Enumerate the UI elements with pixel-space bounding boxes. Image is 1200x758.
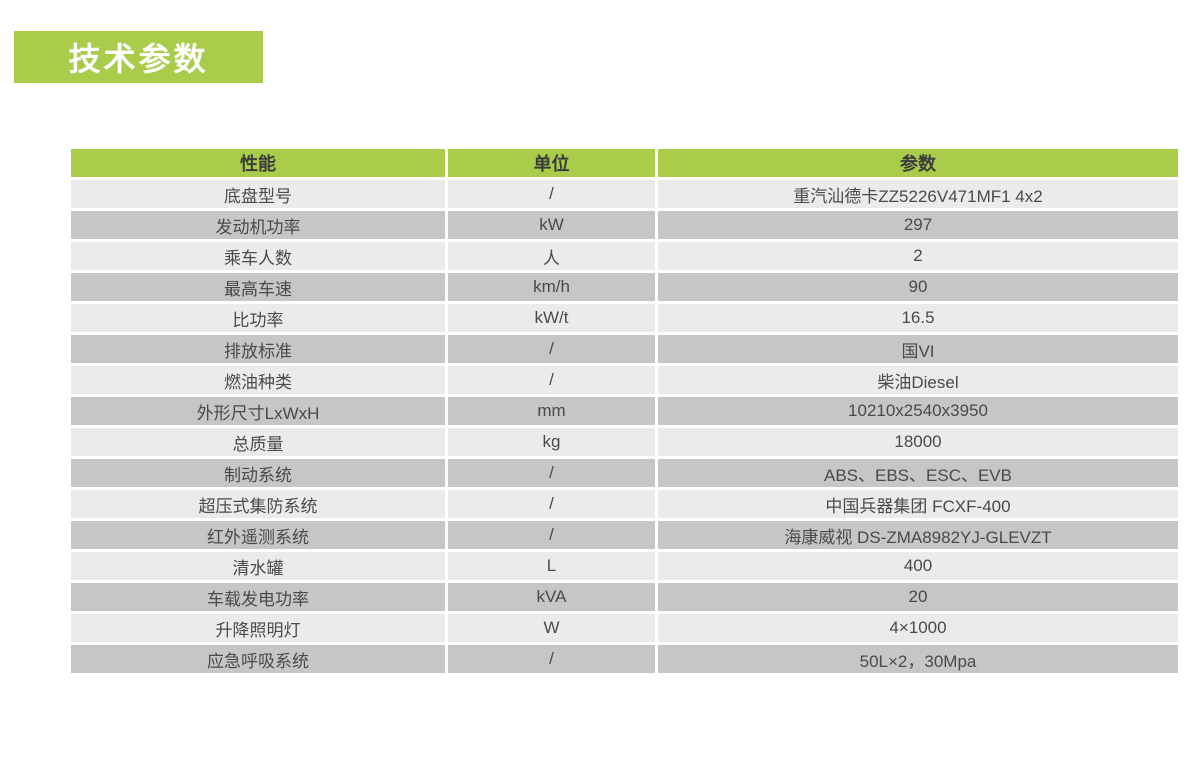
property-cell: 比功率	[68, 301, 448, 335]
table-row: 燃油种类 / 柴油Diesel	[68, 363, 1181, 397]
table-row: 红外遥测系统 / 海康威视 DS-ZMA8982YJ-GLEVZT	[68, 518, 1181, 552]
unit-cell: km/h	[445, 270, 658, 304]
header-cell-unit: 单位	[445, 146, 658, 180]
table-row: 发动机功率 kW 297	[68, 208, 1181, 242]
unit-cell: /	[445, 177, 658, 211]
title-banner: 技术参数	[14, 31, 263, 83]
spec-table: 性能 单位 参数 底盘型号 / 重汽汕德卡ZZ5226V471MF1 4x2 发动机功…	[68, 146, 1181, 676]
table-row: 清水罐 L 400	[68, 549, 1181, 583]
page-title: 技术参数	[68, 41, 209, 77]
table-row: 乘车人数人 2	[68, 239, 1181, 273]
property-cell: 清水罐	[68, 549, 448, 583]
value-cell: 400	[655, 549, 1181, 583]
value-cell: 18000	[655, 425, 1181, 459]
table-row: 升降照明灯 W 4×1000	[68, 611, 1181, 645]
unit-cell: /	[445, 456, 658, 490]
unit-cell: L	[445, 549, 658, 583]
value-cell: 2	[655, 239, 1181, 273]
value-cell: 国VI	[655, 332, 1181, 366]
value-cell: 中国兵器集团 FCXF-400	[655, 487, 1181, 521]
property-cell: 总质量	[68, 425, 448, 459]
unit-cell: W	[445, 611, 658, 645]
unit-cell: mm	[445, 394, 658, 428]
table-row: 总质量 kg 18000	[68, 425, 1181, 459]
unit-cell: /	[445, 332, 658, 366]
property-cell: 车载发电功率	[68, 580, 448, 614]
value-cell: 4×1000	[655, 611, 1181, 645]
unit-cell: kW/t	[445, 301, 658, 335]
property-cell: 最高车速	[68, 270, 448, 304]
header-cell-parameter: 参数	[655, 146, 1181, 180]
property-cell: 外形尺寸LxWxH	[68, 394, 448, 428]
property-cell: 底盘型号	[68, 177, 448, 211]
property-cell: 超压式集防系统	[68, 487, 448, 521]
property-cell: 乘车人数	[68, 239, 448, 273]
table-header: 性能 单位 参数	[68, 146, 1181, 180]
value-cell: ABS、EBS、ESC、EVB	[655, 456, 1181, 490]
value-cell: 海康威视 DS-ZMA8982YJ-GLEVZT	[655, 518, 1181, 552]
property-cell: 应急呼吸系统	[68, 642, 448, 676]
value-cell: 297	[655, 208, 1181, 242]
unit-cell: kW	[445, 208, 658, 242]
unit-cell: /	[445, 642, 658, 676]
property-cell: 发动机功率	[68, 208, 448, 242]
header-row: 性能 单位 参数	[68, 146, 1181, 180]
header-cell-property: 性能	[68, 146, 448, 180]
property-cell: 红外遥测系统	[68, 518, 448, 552]
value-cell: 柴油Diesel	[655, 363, 1181, 397]
unit-cell: /	[445, 363, 658, 397]
unit-cell: kVA	[445, 580, 658, 614]
property-cell: 升降照明灯	[68, 611, 448, 645]
property-cell: 燃油种类	[68, 363, 448, 397]
unit-cell: 人	[445, 239, 658, 273]
table-row: 应急呼吸系统/50L×2，30Mpa	[68, 642, 1181, 676]
unit-cell: /	[445, 487, 658, 521]
table-body: 底盘型号 / 重汽汕德卡ZZ5226V471MF1 4x2 发动机功率 kW 297 乘车人…	[68, 177, 1181, 676]
table-row: 超压式集防系统 / 中国兵器集团 FCXF-400	[68, 487, 1181, 521]
table-row: 比功率 kW/t 16.5	[68, 301, 1181, 335]
table-row: 排放标准 / 国VI	[68, 332, 1181, 366]
value-cell: 重汽汕德卡ZZ5226V471MF1 4x2	[655, 177, 1181, 211]
table-row: 制动系统 / ABS、EBS、ESC、EVB	[68, 456, 1181, 490]
value-cell: 10210x2540x3950	[655, 394, 1181, 428]
unit-cell: /	[445, 518, 658, 552]
table-row: 外形尺寸LxWxH mm 10210x2540x3950	[68, 394, 1181, 428]
property-cell: 排放标准	[68, 332, 448, 366]
value-cell: 50L×2，30Mpa	[655, 642, 1181, 676]
table-row: 底盘型号 / 重汽汕德卡ZZ5226V471MF1 4x2	[68, 177, 1181, 211]
value-cell: 90	[655, 270, 1181, 304]
table-row: 车载发电功率 kVA 20	[68, 580, 1181, 614]
value-cell: 20	[655, 580, 1181, 614]
value-cell: 16.5	[655, 301, 1181, 335]
unit-cell: kg	[445, 425, 658, 459]
property-cell: 制动系统	[68, 456, 448, 490]
table-row: 最高车速 km/h 90	[68, 270, 1181, 304]
